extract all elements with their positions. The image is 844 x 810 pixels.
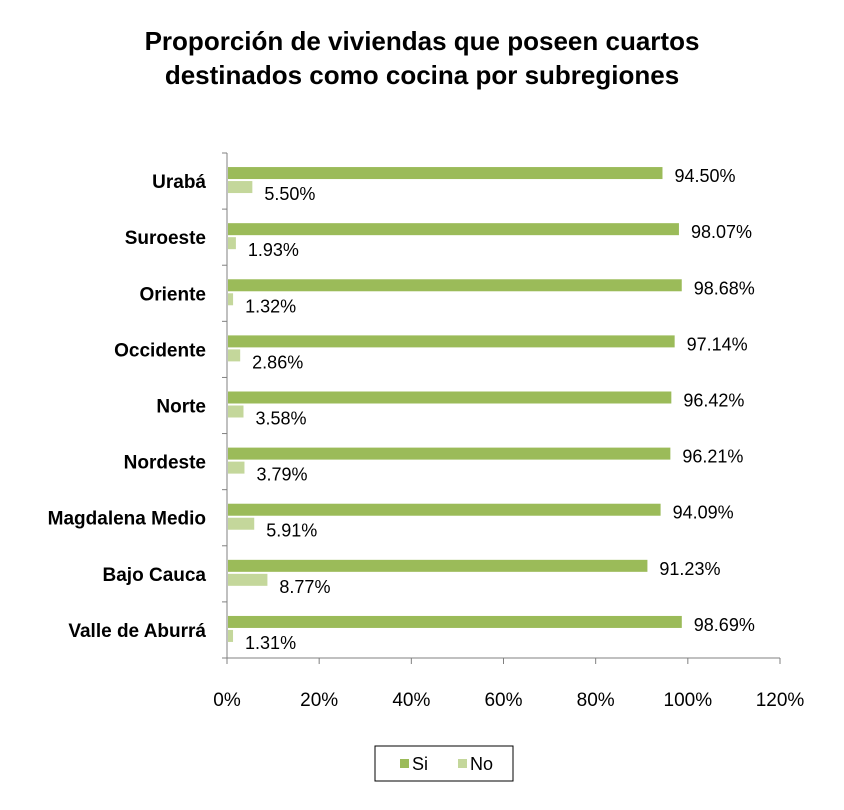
bar-no (228, 293, 234, 306)
data-label-si: 98.68% (694, 278, 755, 298)
data-label-no: 1.31% (245, 633, 296, 653)
x-tick-label: 100% (664, 690, 713, 711)
data-label-si: 94.09% (673, 503, 734, 523)
bar-no (228, 573, 268, 586)
bar-si (228, 279, 682, 292)
data-label-no: 2.86% (252, 352, 303, 372)
legend-label-si: Si (412, 754, 428, 774)
plot-area: 0% 20% 40% 60% 80% 100% 120% Urabá 94.50% 5.50% Su… (48, 152, 805, 711)
bar-si (228, 503, 661, 516)
legend-label-no: No (470, 754, 493, 774)
bar-si (228, 223, 679, 236)
category-label: Urabá (152, 172, 206, 193)
bar-si (228, 615, 682, 628)
data-label-no: 1.32% (245, 296, 296, 316)
x-tick-label: 20% (300, 690, 338, 711)
bar-si (228, 335, 675, 348)
chart-title-line: destinados como cocina por subregiones (165, 60, 679, 90)
data-label-no: 3.79% (256, 465, 307, 485)
category-label: Suroeste (125, 228, 206, 249)
category-label: Norte (156, 397, 206, 418)
data-label-si: 98.07% (691, 222, 752, 242)
bar-no (228, 461, 245, 474)
data-label-si: 97.14% (687, 334, 748, 354)
data-label-no: 3.58% (255, 409, 306, 429)
bar-si (228, 167, 663, 180)
bar-no (228, 181, 253, 194)
bar-si (228, 391, 672, 404)
x-tick-label: 40% (392, 690, 430, 711)
data-label-si: 96.42% (683, 391, 744, 411)
data-label-si: 98.69% (694, 615, 755, 635)
data-label-no: 1.93% (248, 240, 299, 260)
category-label: Magdalena Medio (48, 509, 206, 530)
data-label-no: 5.50% (264, 184, 315, 204)
category-label: Nordeste (124, 453, 206, 474)
x-tick-label: 80% (577, 690, 615, 711)
x-tick-label: 60% (484, 690, 522, 711)
data-label-si: 94.50% (674, 166, 735, 186)
data-label-si: 91.23% (659, 559, 720, 579)
data-label-no: 5.91% (266, 521, 317, 541)
bar-si (228, 559, 648, 572)
bar-no (228, 629, 234, 642)
legend-swatch-si (400, 759, 409, 768)
x-tick-label: 0% (213, 690, 241, 711)
bar-no (228, 405, 244, 418)
legend: Si No (374, 745, 514, 782)
data-label-no: 8.77% (279, 577, 330, 597)
legend-box (374, 745, 514, 782)
chart-title: Proporción de viviendas que poseen cuart… (145, 26, 700, 90)
bar-si (228, 447, 671, 460)
bar-no (228, 349, 241, 362)
data-label-si: 96.21% (682, 447, 743, 467)
legend-swatch-no (458, 759, 467, 768)
bar-no (228, 517, 255, 530)
x-tick-label: 120% (756, 690, 805, 711)
category-label: Bajo Cauca (103, 565, 207, 586)
category-label: Valle de Aburrá (68, 621, 206, 642)
bar-no (228, 237, 236, 250)
category-label: Occidente (114, 340, 206, 361)
category-label: Oriente (139, 284, 206, 305)
chart-title-line: Proporción de viviendas que poseen cuart… (145, 26, 700, 56)
